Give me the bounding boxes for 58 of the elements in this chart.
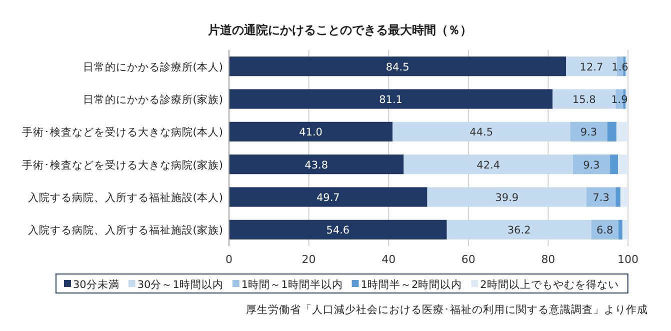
chart-title: 片道の通院にかけることのできる最大時間（％） xyxy=(207,23,472,37)
x-tick-label: 60 xyxy=(461,253,476,266)
bar xyxy=(229,89,553,109)
bar xyxy=(607,122,616,142)
data-label: 9.3 xyxy=(583,159,600,172)
x-tick-label: 0 xyxy=(226,253,232,266)
bar xyxy=(616,122,628,142)
x-tick-label: 100 xyxy=(618,253,638,266)
legend-label: 1時間～1時間半以内 xyxy=(241,278,343,291)
y-tick-label: 手術･検査などを受ける大きな病院(家族) xyxy=(22,158,223,172)
data-label: 49.7 xyxy=(316,192,340,204)
bar xyxy=(229,154,404,174)
legend-label: 30分～1時間以内 xyxy=(137,278,224,291)
data-label: 1.6 xyxy=(612,61,629,74)
bar xyxy=(622,220,628,240)
data-label: 43.8 xyxy=(304,159,328,172)
bar xyxy=(229,56,566,76)
x-tick-label: 40 xyxy=(382,253,396,266)
y-tick-label: 日常的にかかる診療所(家族) xyxy=(82,93,223,106)
data-label: 15.8 xyxy=(572,94,596,106)
text: 厚生労働省「人口減少社会における医療･福祉の利用に関する意識調査」より作成 xyxy=(246,303,648,316)
bar xyxy=(572,154,610,174)
bar xyxy=(404,154,573,174)
data-label: 84.5 xyxy=(386,61,410,74)
legend-label: 1時間半～2時間以内 xyxy=(360,278,462,291)
bar xyxy=(229,187,428,207)
y-tick-label: 入院する病院、入所する福祉施設(家族) xyxy=(28,224,223,237)
data-label: 54.6 xyxy=(326,224,350,237)
y-tick-label: 日常的にかかる診療所(本人) xyxy=(82,60,223,74)
data-label: 39.9 xyxy=(495,192,519,204)
bar xyxy=(610,154,618,174)
bar xyxy=(427,187,587,207)
y-tick-label: 入院する病院、入所する福祉施設(本人) xyxy=(28,191,223,204)
data-label: 9.3 xyxy=(580,126,598,139)
legend-label: 30分未満 xyxy=(73,278,120,291)
bar xyxy=(229,122,393,142)
data-label: 36.2 xyxy=(507,224,531,237)
bar xyxy=(616,187,620,207)
legend-label: 2時間以上でもやむを得ない xyxy=(480,278,619,291)
bar xyxy=(618,154,628,174)
bar xyxy=(618,220,622,240)
y-tick-label: 手術･検査などを受ける大きな病院(本人) xyxy=(22,126,223,139)
bar xyxy=(620,187,628,207)
bar xyxy=(229,220,447,240)
x-tick-label: 20 xyxy=(302,253,316,266)
data-label: 7.3 xyxy=(592,192,610,204)
bar xyxy=(446,220,592,240)
data-label: 12.7 xyxy=(580,61,604,74)
data-label: 42.4 xyxy=(476,159,500,172)
data-label: 81.1 xyxy=(379,94,402,106)
data-label: 41.0 xyxy=(299,126,322,139)
data-label: 44.5 xyxy=(470,126,494,139)
bar xyxy=(392,122,570,142)
bar xyxy=(586,187,616,207)
data-label: 1.9 xyxy=(611,94,628,106)
data-label: 6.8 xyxy=(596,224,614,237)
x-tick-label: 80 xyxy=(541,253,556,266)
bar xyxy=(570,122,608,142)
